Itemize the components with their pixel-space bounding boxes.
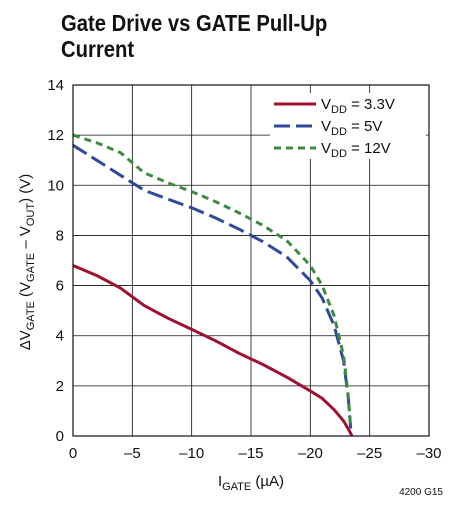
figure-id: 4200 G15	[399, 487, 443, 498]
y-tick-label: 14	[47, 77, 64, 94]
y-axis-label: ΔVGATE (VGATE – VOUT) (V)	[17, 174, 37, 351]
y-tick-labels: 0 2 4 6 8 10 12 14	[47, 77, 64, 445]
x-tick-label: –5	[124, 445, 141, 462]
y-tick-label: 12	[47, 127, 64, 144]
x-tick-label: –20	[298, 445, 323, 462]
series-layer	[72, 133, 354, 437]
series-line-3v3	[72, 264, 354, 437]
legend-label-12v: VDD = 12V	[321, 140, 391, 160]
plot-frame	[72, 84, 430, 437]
y-tick-label: 0	[56, 428, 64, 445]
y-tick-label: 6	[56, 278, 64, 295]
chart-title-line-1: Gate Drive vs GATE Pull-Up	[61, 10, 328, 36]
y-tick-label: 2	[56, 378, 64, 395]
x-tick-label: –10	[179, 445, 204, 462]
x-tick-label: –30	[416, 445, 441, 462]
x-tick-label: –15	[238, 445, 263, 462]
chart-title-line-2: Current	[61, 36, 135, 62]
y-tick-label: 8	[56, 227, 64, 244]
chart-title: Gate Drive vs GATE Pull-Up Current	[61, 10, 378, 62]
y-tick-label: 10	[47, 177, 64, 194]
legend-label-3v3: VDD = 3.3V	[321, 96, 395, 116]
x-axis-label: IGATE (µA)	[218, 473, 284, 493]
x-tick-labels: 0 –5 –10 –15 –20 –25 –30	[69, 445, 442, 462]
x-tick-label: 0	[69, 445, 77, 462]
x-tick-label: –25	[357, 445, 382, 462]
y-tick-label: 4	[56, 328, 64, 345]
legend-label-5v: VDD = 5V	[321, 118, 382, 138]
legend: VDD = 3.3V VDD = 5V VDD = 12V	[270, 93, 426, 160]
series-line-12v	[72, 133, 353, 429]
series-line-5v	[72, 143, 353, 429]
